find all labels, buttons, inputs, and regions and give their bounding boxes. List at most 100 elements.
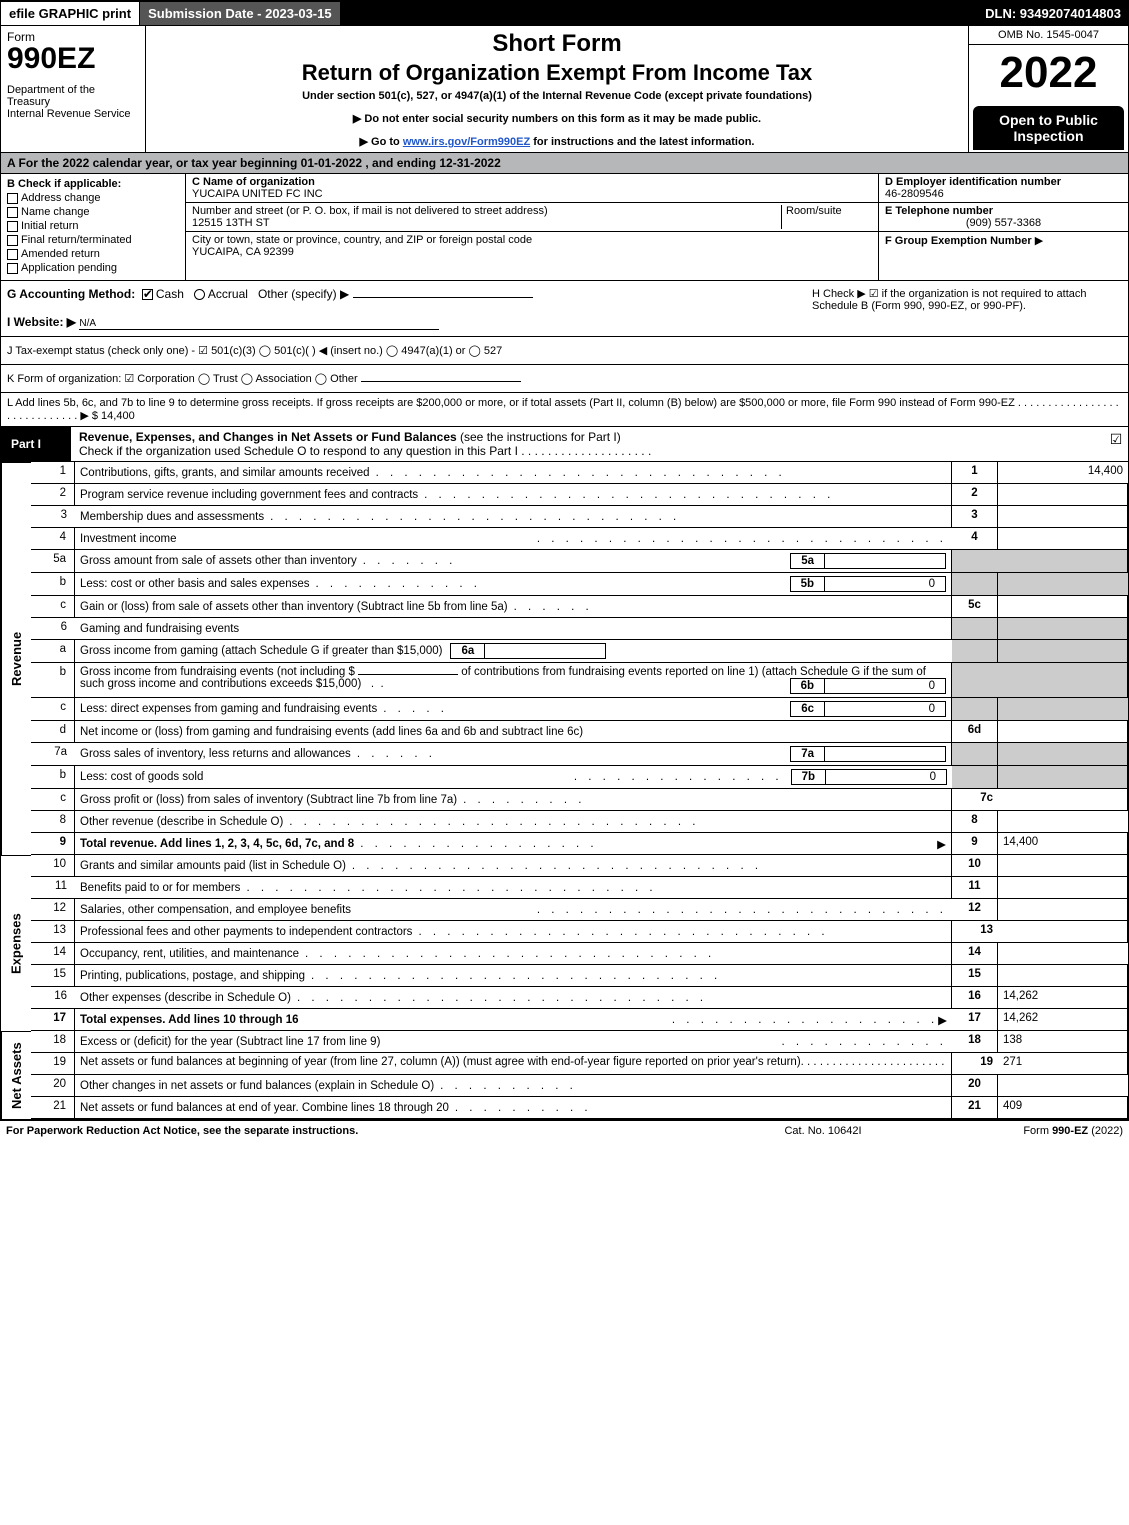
l16-c: 16 xyxy=(952,987,998,1009)
l7a-v-shade xyxy=(998,743,1128,766)
efile-print-label[interactable]: efile GRAPHIC print xyxy=(0,1,140,26)
part1-paren: (see the instructions for Part I) xyxy=(460,430,621,444)
l8-num: 8 xyxy=(31,811,75,833)
l5c-desc: Gain or (loss) from sale of assets other… xyxy=(75,596,952,618)
tax-year: 2022 xyxy=(969,45,1128,106)
addr-value: 12515 13TH ST xyxy=(192,217,270,229)
l12-c: 12 xyxy=(952,899,998,921)
ein-value: 46-2809546 xyxy=(885,188,944,200)
l3-c: 3 xyxy=(952,506,998,528)
chk-cash[interactable] xyxy=(142,289,153,300)
l10-num: 10 xyxy=(31,855,75,877)
row-l: L Add lines 5b, 6c, and 7b to line 9 to … xyxy=(0,393,1129,427)
k-form-org: K Form of organization: ☑ Corporation ◯ … xyxy=(7,372,1122,385)
l19-v: 271 xyxy=(998,1053,1128,1075)
l1-desc: Contributions, gifts, grants, and simila… xyxy=(75,462,952,484)
top-bar: efile GRAPHIC print Submission Date - 20… xyxy=(0,0,1129,26)
l3-desc: Membership dues and assessments. . . . .… xyxy=(75,506,952,528)
l4-c: 4 xyxy=(952,528,998,550)
l6b-num: b xyxy=(31,663,75,698)
chk-name-change[interactable]: Name change xyxy=(7,206,179,218)
f-label: F Group Exemption Number xyxy=(885,235,1032,247)
l10-c: 10 xyxy=(952,855,998,877)
irs-link[interactable]: www.irs.gov/Form990EZ xyxy=(403,136,530,148)
l11-num: 11 xyxy=(31,877,75,899)
l12-v xyxy=(998,899,1128,921)
l15-num: 15 xyxy=(31,965,75,987)
l6-c-shade xyxy=(952,618,998,640)
l11-v xyxy=(998,877,1128,899)
l18-desc: Excess or (deficit) for the year (Subtra… xyxy=(75,1031,952,1053)
l21-desc: Net assets or fund balances at end of ye… xyxy=(75,1097,952,1119)
part1-checkbox[interactable]: ☑ xyxy=(1104,427,1128,461)
l15-desc: Printing, publications, postage, and shi… xyxy=(75,965,952,987)
l6a-v-shade xyxy=(998,640,1128,663)
e-cell: E Telephone number (909) 557-3368 xyxy=(879,203,1128,232)
e-label: E Telephone number xyxy=(885,205,993,217)
l2-desc: Program service revenue including govern… xyxy=(75,484,952,506)
row-k: K Form of organization: ☑ Corporation ◯ … xyxy=(0,365,1129,393)
part1-tag: Part I xyxy=(1,427,71,461)
l15-v xyxy=(998,965,1128,987)
short-form-title: Short Form xyxy=(154,30,960,58)
org-name: YUCAIPA UNITED FC INC xyxy=(192,188,323,200)
omb-number: OMB No. 1545-0047 xyxy=(969,26,1128,45)
l16-num: 16 xyxy=(31,987,75,1009)
l20-desc: Other changes in net assets or fund bala… xyxy=(75,1075,952,1097)
l11-c: 11 xyxy=(952,877,998,899)
l10-v xyxy=(998,855,1128,877)
l14-v xyxy=(998,943,1128,965)
open-to-public: Open to Public Inspection xyxy=(973,106,1124,150)
ssn-warning: ▶ Do not enter social security numbers o… xyxy=(154,112,960,125)
k-other-blank[interactable] xyxy=(361,381,521,382)
l5a-num: 5a xyxy=(31,550,75,573)
l21-num: 21 xyxy=(31,1097,75,1119)
chk-accrual[interactable] xyxy=(194,289,205,300)
section-bcdef: B Check if applicable: Address change Na… xyxy=(0,174,1129,281)
chk-initial-return[interactable]: Initial return xyxy=(7,220,179,232)
chk-application-pending[interactable]: Application pending xyxy=(7,262,179,274)
header-right: OMB No. 1545-0047 2022 Open to Public In… xyxy=(968,26,1128,152)
l9-desc: Total revenue. Add lines 1, 2, 3, 4, 5c,… xyxy=(75,833,952,855)
h-schedule-b: H Check ▶ ☑ if the organization is not r… xyxy=(812,287,1122,330)
l5a-desc: Gross amount from sale of assets other t… xyxy=(75,550,952,573)
footer-left: For Paperwork Reduction Act Notice, see … xyxy=(6,1125,723,1137)
l6d-num: d xyxy=(31,721,75,743)
chk-address-change[interactable]: Address change xyxy=(7,192,179,204)
chk-amended-return[interactable]: Amended return xyxy=(7,248,179,260)
l21-c: 21 xyxy=(952,1097,998,1119)
dln-label: DLN: 93492074014803 xyxy=(977,2,1129,25)
g-label: G Accounting Method: xyxy=(7,287,135,301)
chk-final-return[interactable]: Final return/terminated xyxy=(7,234,179,246)
g-other-blank[interactable] xyxy=(353,297,533,298)
footer-right: Form 990-EZ (2022) xyxy=(923,1125,1123,1137)
l18-c: 18 xyxy=(952,1031,998,1053)
l2-v xyxy=(998,484,1128,506)
department-label: Department of the Treasury Internal Reve… xyxy=(7,84,139,120)
l2-num: 2 xyxy=(31,484,75,506)
l9-c: 9 xyxy=(952,833,998,855)
l7a-num: 7a xyxy=(31,743,75,766)
c-city-cell: City or town, state or province, country… xyxy=(186,232,878,260)
l-text: L Add lines 5b, 6c, and 7b to line 9 to … xyxy=(7,397,1119,422)
l7b-c-shade xyxy=(952,766,998,789)
form-number: 990EZ xyxy=(7,44,139,74)
g-accounting: G Accounting Method: Cash Accrual Other … xyxy=(7,287,812,330)
l6b-blank[interactable] xyxy=(358,674,458,675)
d-label: D Employer identification number xyxy=(885,176,1061,188)
l7c-num: c xyxy=(31,789,75,811)
l6a-num: a xyxy=(31,640,75,663)
l13-c: 13 xyxy=(952,921,998,943)
l2-c: 2 xyxy=(952,484,998,506)
c-label: C Name of organization xyxy=(192,176,315,188)
goto-post: for instructions and the latest informat… xyxy=(530,136,754,148)
l9-v: 14,400 xyxy=(998,833,1128,855)
l7c-desc: Gross profit or (loss) from sales of inv… xyxy=(75,789,952,811)
l13-num: 13 xyxy=(31,921,75,943)
l6b-v-shade xyxy=(998,663,1128,698)
l7b-desc: Less: cost of goods sold. . . . . . . . … xyxy=(75,766,952,789)
footer-center: Cat. No. 10642I xyxy=(723,1125,923,1137)
l20-num: 20 xyxy=(31,1075,75,1097)
l17-num: 17 xyxy=(31,1009,75,1031)
part1-title: Revenue, Expenses, and Changes in Net As… xyxy=(79,430,457,444)
